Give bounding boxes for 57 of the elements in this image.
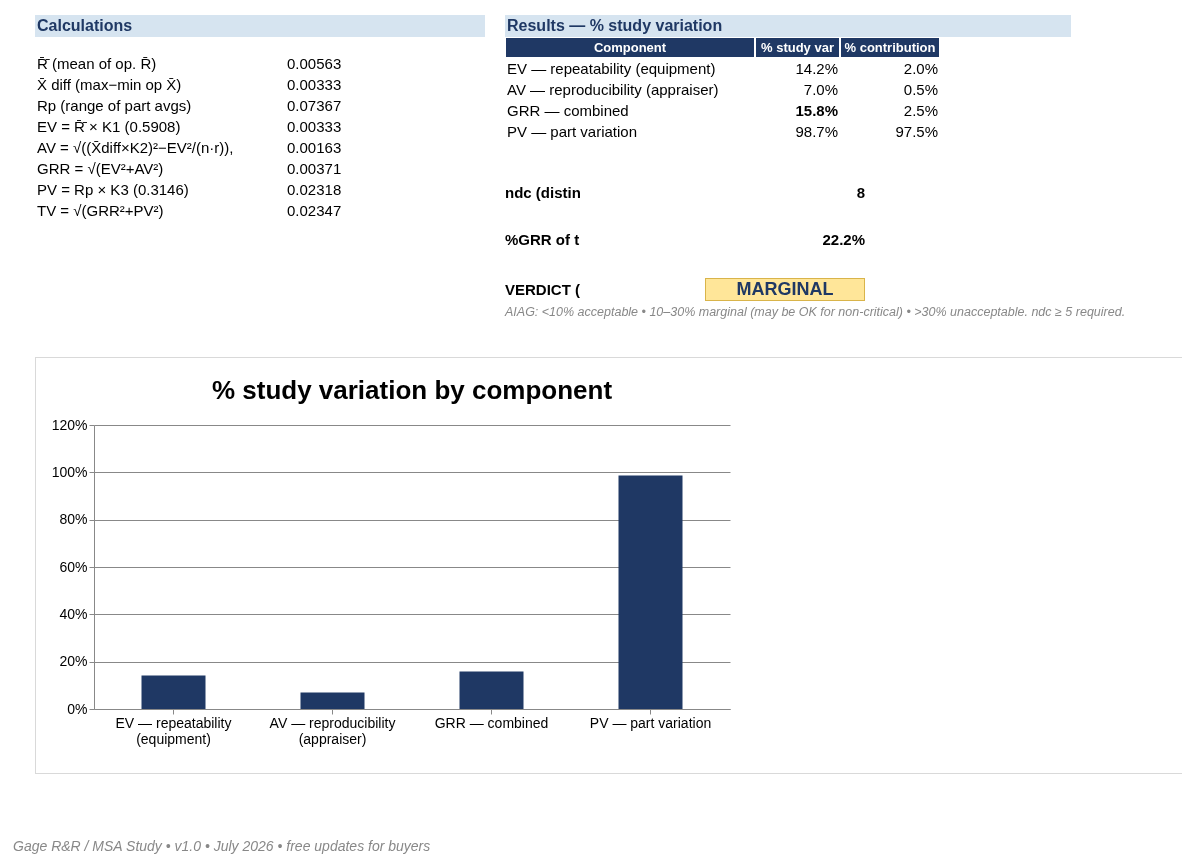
text: 97.5% — [894, 122, 939, 142]
text: AV — reproducibility (appraiser) — [506, 80, 720, 100]
text: 14.2% — [794, 59, 839, 79]
text: 2.5% — [902, 101, 939, 121]
text: R̄̄ (mean of op. R̄) — [37, 55, 158, 72]
text: PV = Rp × K3 (0.3146) — [37, 181, 190, 198]
text: % study var — [755, 37, 840, 58]
y-tick-label: 20% — [59, 653, 88, 670]
text: 0.00333 — [287, 76, 343, 93]
text: 22.2% — [821, 231, 865, 248]
text: GRR — combined — [506, 101, 630, 121]
text: Rp (range of part avgs) — [37, 97, 193, 114]
text: EV = R̄̄ × K1 (0.5908) — [37, 118, 182, 135]
text: MARGINAL — [705, 278, 865, 301]
x-tick-label: PV — part variation — [589, 714, 712, 731]
text: ndc (distin — [505, 184, 582, 201]
text: 98.7% — [794, 122, 839, 142]
bar — [618, 475, 683, 709]
text: 0.00563 — [287, 55, 343, 72]
y-tick-label: 0% — [67, 700, 88, 717]
y-tick-label: 120% — [51, 416, 88, 433]
chart-title: % study variation by component — [211, 375, 613, 405]
text: Component — [505, 37, 755, 58]
text: GRR = √(EV²+AV²) — [37, 160, 165, 177]
y-tick-label: 60% — [59, 558, 88, 575]
bar — [459, 671, 524, 709]
text: 2.0% — [902, 59, 939, 79]
text: 0.5% — [902, 80, 939, 100]
text: Calculations — [35, 15, 485, 37]
y-tick-label: 100% — [51, 463, 88, 480]
text: AIAG: <10% acceptable • 10–30% marginal (may be OK for non-critical) • >30% unacceptable. ndc ≥ 5 required. — [505, 305, 1126, 321]
text: 0.00333 — [287, 118, 343, 135]
text: AV = √((X̄diff×K2)²−EV²/(n·r)), — [37, 139, 235, 156]
text: 0.00163 — [287, 139, 343, 156]
text: 0.00371 — [287, 160, 343, 177]
text: PV — part variation — [506, 122, 639, 142]
y-tick-label: 80% — [59, 511, 88, 528]
bar — [141, 675, 206, 709]
text: 0.02347 — [287, 202, 343, 219]
text: Results — % study variation — [505, 15, 1071, 37]
text: TV = √(GRR²+PV²) — [37, 202, 165, 219]
text: X̄ diff (max−min op X̄) — [37, 76, 183, 93]
text: Gage R&R / MSA Study • v1.0 • July 2026 • free updates for buyers — [13, 838, 431, 854]
text: 0.07367 — [287, 97, 343, 114]
text: 15.8% — [794, 101, 839, 121]
text: 8 — [855, 184, 865, 201]
text: 7.0% — [802, 80, 839, 100]
x-tick-label: GRR — combined — [434, 714, 549, 731]
text: % contribution — [840, 37, 940, 58]
x-tick-label: AV — reproducibility (appraiser) — [269, 714, 396, 747]
text: VERDICT ( — [505, 281, 581, 298]
x-tick-label: EV — repeatability (equipment) — [115, 714, 232, 747]
text: EV — repeatability (equipment) — [506, 59, 717, 79]
y-tick-label: 40% — [59, 605, 88, 622]
text: 0.02318 — [287, 181, 343, 198]
text: %GRR of t — [505, 231, 581, 248]
bar — [300, 692, 365, 709]
